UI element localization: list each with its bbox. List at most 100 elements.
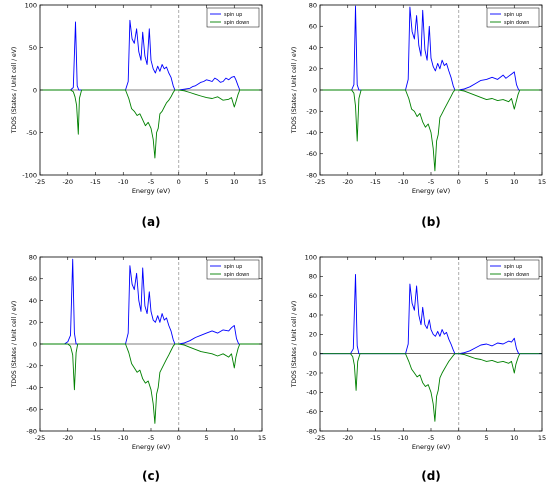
panel-caption: (b)	[421, 215, 441, 229]
y-tick-label: 0	[33, 86, 37, 94]
y-tick-label: 0	[33, 340, 37, 348]
y-tick-label: 80	[29, 253, 37, 261]
y-axis-label: TDOS (States / Unit cell / eV)	[11, 47, 18, 134]
y-tick-label: -40	[26, 384, 37, 392]
y-tick-label: -100	[22, 171, 37, 179]
panel-a: -25 -20 -15 -10 -5 0 5 10 15-100-50050100Energy …	[11, 1, 266, 229]
legend: spin up spin down	[486, 259, 540, 280]
y-tick-label: -60	[306, 408, 317, 416]
y-tick-label: 50	[29, 44, 37, 52]
x-tick-label: 5	[484, 434, 488, 442]
y-tick-label: -60	[306, 150, 317, 158]
x-tick-label: -20	[62, 178, 73, 186]
x-tick-label: -10	[118, 434, 129, 442]
legend-entry: spin up	[224, 264, 242, 270]
x-tick-label: -20	[342, 434, 353, 442]
x-tick-label: 0	[457, 434, 461, 442]
x-tick-label: 0	[177, 434, 181, 442]
legend-entry: spin up	[504, 264, 522, 270]
panel-d: -25 -20 -15 -10 -5 0 5 10 15 -80 -60 -40 -20 0 20 40 60 8…	[291, 253, 546, 483]
series-line-spin-down	[40, 343, 262, 424]
y-tick-label: 20	[309, 65, 317, 73]
y-tick-label: 40	[309, 44, 317, 52]
x-tick-label: 5	[484, 178, 488, 186]
y-tick-label: -20	[26, 362, 37, 370]
y-tick-label: -80	[26, 427, 37, 435]
y-tick-label: -50	[26, 129, 37, 137]
x-tick-label: 5	[204, 434, 208, 442]
x-tick-label: 10	[510, 434, 518, 442]
legend-entry: spin down	[504, 272, 529, 278]
x-tick-label: -15	[370, 434, 381, 442]
x-tick-label: 15	[538, 434, 546, 442]
x-tick-label: -10	[398, 178, 409, 186]
panel-b: -25 -20 -15 -10 -5 0 5 10 15 -80 -60 -40 -20 0 20 40 60 8…	[291, 1, 546, 229]
x-tick-label: -20	[342, 178, 353, 186]
y-tick-label: 60	[309, 23, 317, 31]
legend-entry: spin down	[504, 20, 529, 26]
x-tick-label: -25	[315, 178, 326, 186]
x-tick-label: -25	[35, 434, 46, 442]
y-tick-label: 100	[305, 253, 317, 261]
y-tick-label: -20	[306, 108, 317, 116]
x-tick-label: -25	[35, 178, 46, 186]
x-tick-label: 0	[457, 178, 461, 186]
y-axis-label: TDOS (States / Unit cell / eV)	[291, 301, 298, 388]
y-tick-label: 0	[313, 350, 317, 358]
series-line-spin-up	[320, 273, 542, 355]
x-tick-label: 15	[538, 178, 546, 186]
series-line-spin-up	[320, 5, 542, 91]
panel-caption: (d)	[421, 469, 441, 483]
y-tick-label: 80	[309, 1, 317, 9]
series-line-spin-down	[40, 89, 262, 159]
x-tick-label: 10	[230, 178, 238, 186]
legend-entry: spin up	[224, 12, 242, 18]
y-tick-label: 100	[25, 1, 37, 9]
series-line-spin-up	[40, 258, 262, 345]
x-tick-label: -25	[315, 434, 326, 442]
legend-entry: spin up	[504, 12, 522, 18]
x-tick-label: -15	[90, 434, 101, 442]
series-line-spin-up	[40, 19, 262, 91]
y-tick-label: -40	[306, 389, 317, 397]
y-tick-label: 20	[309, 331, 317, 339]
y-tick-label: -60	[26, 406, 37, 414]
y-tick-label: 40	[309, 311, 317, 319]
x-axis-label: Energy (eV)	[412, 443, 450, 451]
series-line-spin-down	[320, 353, 542, 422]
y-tick-label: 60	[309, 292, 317, 300]
y-tick-label: 60	[29, 275, 37, 283]
x-tick-label: -10	[398, 434, 409, 442]
x-tick-label: 15	[258, 178, 266, 186]
x-axis-label: Energy (eV)	[132, 443, 170, 451]
legend: spin up spin down	[206, 259, 260, 280]
x-tick-label: 15	[258, 434, 266, 442]
x-tick-label: 10	[510, 178, 518, 186]
y-tick-label: -80	[306, 171, 317, 179]
y-axis-label: TDOS (States / Unit cell / eV)	[291, 47, 298, 134]
x-axis-label: Energy (eV)	[132, 187, 170, 195]
legend: spin up spin down	[206, 7, 260, 28]
x-tick-label: -5	[428, 178, 434, 186]
series-line-spin-down	[320, 89, 542, 172]
y-tick-label: 80	[309, 273, 317, 281]
panel-caption: (a)	[141, 215, 160, 229]
x-tick-label: -5	[148, 434, 154, 442]
legend: spin up spin down	[486, 7, 540, 28]
y-tick-label: 20	[29, 319, 37, 327]
y-tick-label: 40	[29, 297, 37, 305]
legend-entry: spin down	[224, 272, 249, 278]
y-tick-label: -20	[306, 369, 317, 377]
y-tick-label: -40	[306, 129, 317, 137]
x-axis-label: Energy (eV)	[412, 187, 450, 195]
x-tick-label: -15	[90, 178, 101, 186]
y-axis-label: TDOS (States / Unit cell / eV)	[11, 301, 18, 388]
y-tick-label: 0	[313, 86, 317, 94]
x-tick-label: 5	[204, 178, 208, 186]
x-tick-label: -5	[148, 178, 154, 186]
x-tick-label: -5	[428, 434, 434, 442]
x-tick-label: -20	[62, 434, 73, 442]
x-tick-label: 10	[230, 434, 238, 442]
